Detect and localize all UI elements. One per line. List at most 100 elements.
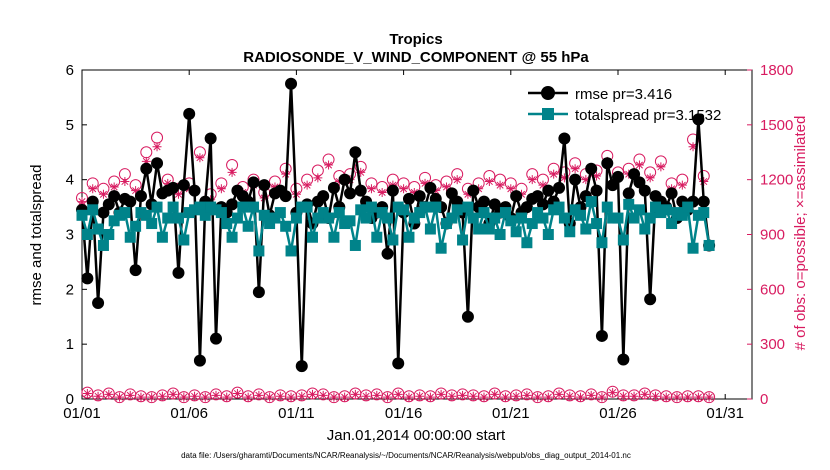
totalspread-point [558, 212, 570, 224]
totalspread-point [323, 212, 335, 224]
y-axis-label-right: # of obs: o=possible; ×=assimilated [792, 116, 809, 351]
rmse-point [622, 187, 635, 200]
obs-assimilated-point [436, 389, 446, 399]
obs-assimilated-point [699, 176, 709, 186]
totalspread-point [387, 234, 399, 246]
totalspread-point [553, 201, 565, 213]
obs-assimilated-point [651, 391, 661, 401]
obs-assimilated-point [104, 389, 114, 399]
obs-assimilated-point [683, 392, 693, 402]
totalspread-point [698, 207, 710, 219]
x-tick-label: 01/11 [278, 405, 314, 422]
obs-assimilated-point [688, 142, 698, 152]
x-axis-label: Jan.01,2014 00:00:00 start [327, 427, 506, 444]
y-axis-label: rmse and totalspread [28, 165, 45, 306]
obs-assimilated-point [88, 184, 98, 194]
obs-assimilated-point [533, 392, 543, 402]
obs-assimilated-point [629, 391, 639, 401]
y-right-tick-label: 600 [760, 281, 785, 298]
obs-assimilated-point [227, 167, 237, 177]
obs-assimilated-point [254, 390, 264, 400]
x-tick-label: 01/16 [385, 405, 423, 422]
obs-assimilated-point [302, 180, 312, 190]
y-right-tick-label: 300 [760, 336, 785, 353]
y-tick-label: 6 [66, 62, 74, 79]
totalspread-point [130, 220, 142, 232]
totalspread-point [510, 226, 522, 238]
rmse-point [692, 113, 705, 126]
totalspread-point [676, 209, 688, 221]
totalspread-point [237, 201, 249, 213]
chart-title: Tropics [389, 31, 442, 48]
obs-assimilated-point [565, 391, 575, 401]
rmse-point [151, 157, 164, 170]
totalspread-point [119, 207, 131, 219]
obs-assimilated-point [656, 162, 666, 172]
obs-possible-point [606, 385, 619, 398]
obs-assimilated-point [415, 391, 425, 401]
obs-assimilated-point [570, 164, 580, 174]
totalspread-point [564, 226, 576, 238]
totalspread-point [81, 229, 93, 240]
obs-assimilated-point [216, 184, 226, 194]
totalspread-point [537, 212, 549, 224]
obs-assimilated-point [383, 392, 393, 402]
totalspread-point [146, 218, 158, 230]
obs-assimilated-point [693, 392, 703, 402]
x-tick-label: 01/06 [170, 405, 208, 422]
y-tick-label: 0 [66, 391, 74, 408]
rmse-point [92, 297, 105, 310]
rmse-point [478, 195, 490, 208]
x-tick-label: 01/21 [492, 405, 530, 422]
totalspread-point [194, 201, 206, 213]
totalspread-point [382, 212, 394, 224]
legend-totalspread-marker [542, 108, 554, 120]
totalspread-point [355, 204, 367, 216]
obs-assimilated-point [441, 182, 451, 192]
obs-assimilated-point [420, 178, 430, 188]
rmse-point [338, 173, 351, 186]
y-tick-label: 1 [66, 336, 74, 353]
obs-assimilated-point [409, 187, 419, 197]
totalspread-point [226, 231, 238, 243]
obs-assimilated-point [581, 175, 591, 185]
y-tick-label: 5 [66, 117, 74, 134]
totalspread-point [87, 204, 99, 216]
rmse-line [80, 82, 711, 368]
totalspread-point [215, 207, 227, 219]
obs-assimilated-point [399, 184, 409, 194]
totalspread-point [280, 220, 292, 232]
rmse-point [108, 190, 121, 203]
obs-assimilated-point [522, 390, 532, 400]
obs-assimilated-point [93, 391, 103, 401]
rmse-point [638, 184, 651, 197]
totalspread-point [306, 231, 318, 243]
totalspread-point [162, 212, 174, 224]
obs-assimilated-point [77, 197, 87, 207]
obs-assimilated-point [479, 392, 489, 402]
rmse-point [542, 184, 555, 197]
obs-assimilated-point [543, 392, 553, 402]
obs-assimilated-point [157, 391, 167, 401]
obs-assimilated-point [366, 184, 376, 194]
totalspread-point [365, 201, 377, 213]
totalspread-point [623, 198, 635, 210]
obs-assimilated-point [511, 391, 521, 401]
obs-assimilated-point [190, 391, 200, 401]
rmse-point [612, 170, 624, 183]
totalspread-point [526, 218, 538, 230]
totalspread-point [231, 212, 243, 224]
obs-assimilated-point [506, 184, 516, 194]
x-tick-label: 01/26 [599, 405, 637, 422]
totalspread-point [521, 237, 533, 249]
rmse-point [569, 173, 582, 186]
rmse-point [354, 184, 367, 197]
obs-assimilated-point [163, 178, 173, 188]
totalspread-point [489, 212, 501, 224]
obs-assimilated-point [173, 189, 183, 199]
series-obs-assimilated [77, 142, 714, 402]
obs-assimilated-point [286, 392, 296, 402]
obs-assimilated-point [243, 392, 253, 402]
obs-assimilated-point [318, 390, 328, 400]
